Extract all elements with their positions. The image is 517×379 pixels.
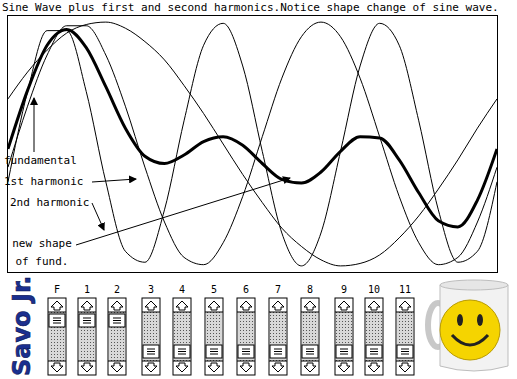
svg-text:5: 5 [211, 284, 217, 295]
svg-text:9: 9 [341, 284, 347, 295]
svg-text:11: 11 [399, 284, 411, 295]
svg-text:Savo Jr.: Savo Jr. [8, 276, 36, 376]
html-text:new shape of fund.: new shape of fund. [12, 237, 72, 268]
svg-text:2: 2 [114, 284, 120, 295]
svg-text:1: 1 [84, 284, 90, 295]
html-text:fundamental: fundamental [4, 154, 77, 167]
html-text:Sine Wave plus first and secon: Sine Wave plus first and second harmonic… [2, 1, 499, 14]
svg-text:8: 8 [307, 284, 313, 295]
html-text:2nd harmonic: 2nd harmonic [10, 196, 90, 209]
svg-text:F: F [54, 284, 60, 295]
html-text:1st harmonic: 1st harmonic [4, 175, 84, 188]
svg-text:10: 10 [368, 284, 380, 295]
svg-text:3: 3 [148, 284, 154, 295]
svg-text:7: 7 [275, 284, 281, 295]
svg-text:6: 6 [243, 284, 249, 295]
svg-text:4: 4 [179, 284, 185, 295]
